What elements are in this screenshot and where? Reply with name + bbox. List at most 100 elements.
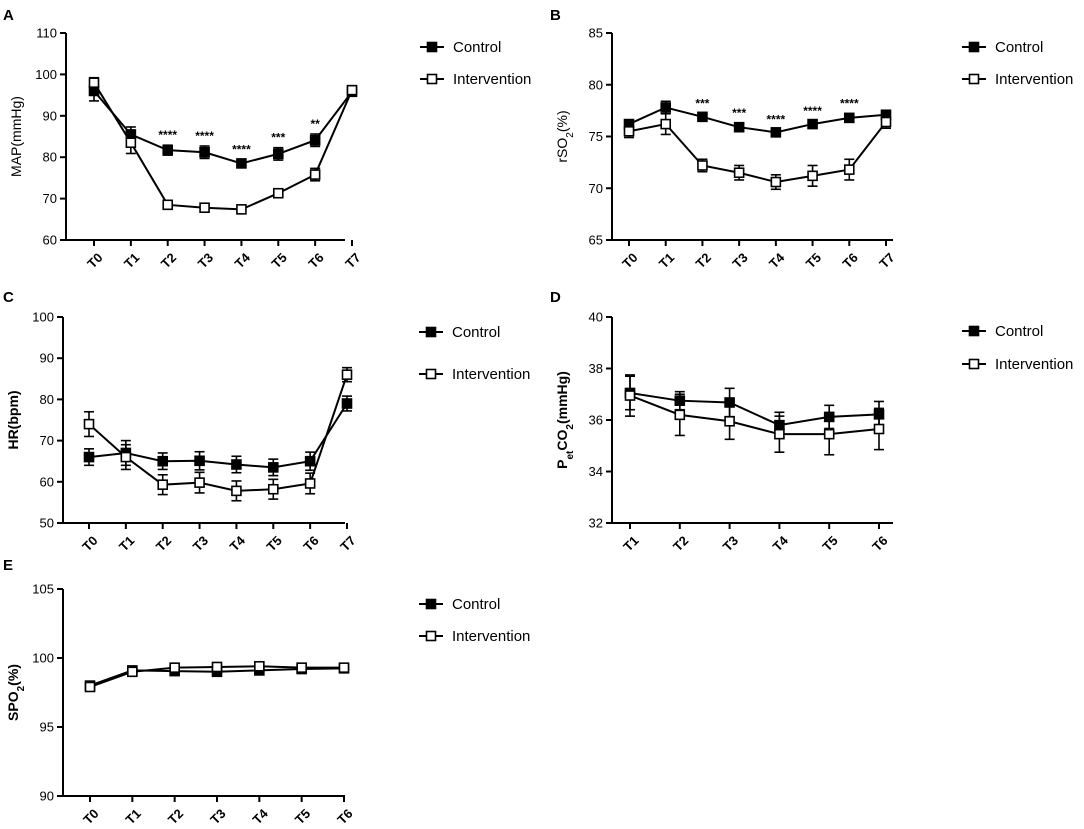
x-tick-label: T1 (116, 533, 137, 554)
y-tick-label: 105 (32, 582, 54, 597)
x-tick-label: T4 (770, 532, 792, 554)
legend: Control Intervention (962, 323, 1073, 373)
panel-e: E 90 95 100 105 T0 T1 T2 T3 T4 T5 T6 SPO2(%) Control I… (3, 557, 530, 827)
significance-marker: **** (803, 104, 822, 118)
series-intervention (623, 112, 892, 191)
x-tick-label: T1 (121, 250, 142, 271)
x-tick-label: T1 (123, 806, 144, 827)
data-point (309, 134, 321, 146)
significance-marker: **** (195, 129, 214, 143)
series-line (93, 82, 353, 211)
data-point (236, 204, 247, 215)
y-label-main: HR(bpm) (5, 390, 21, 449)
y-label-unit: (%) (554, 110, 570, 132)
y-tick-label: 70 (40, 433, 54, 448)
x-tick-label: T6 (840, 250, 861, 271)
data-point (194, 477, 205, 488)
legend-control-label: Control (995, 39, 1043, 56)
y-tick-label: 32 (589, 516, 603, 531)
series-line (628, 121, 887, 184)
y-tick-label: 70 (43, 191, 57, 206)
panel-c: C 50 60 70 80 90 100 T0 T1 T2 T3 T4 T5 T6 T7 HR(bpm) Con… (3, 289, 530, 554)
x-tick-label: T6 (869, 533, 890, 554)
data-point (346, 84, 358, 96)
data-point (157, 479, 169, 490)
x-tick-label: T4 (232, 249, 254, 271)
data-point (304, 478, 316, 489)
legend-intervention-label: Intervention (452, 366, 530, 383)
y-tick-label: 80 (589, 77, 603, 92)
legend-control-swatch-marker (425, 326, 437, 338)
data-point (157, 455, 169, 467)
y-label-sub: 2 (565, 132, 576, 138)
data-point (774, 428, 785, 440)
x-tick-label: T5 (264, 533, 285, 554)
panel-label: D (550, 289, 561, 306)
legend-control-label: Control (995, 323, 1043, 340)
panel-label: E (3, 557, 13, 574)
x-tick-label: T3 (729, 250, 750, 271)
data-point (724, 415, 735, 427)
data-point (309, 169, 321, 180)
panel-a: A 60 70 80 90 100 110 T0 T1 T2 T3 T4 T5 T6 T7 MAP(mmHg)… (3, 7, 531, 271)
y-axis-label: PetCO2(mmHg) (554, 371, 576, 469)
data-point (199, 146, 210, 158)
data-point (341, 398, 353, 409)
x-tick-label: T3 (720, 533, 741, 554)
x-tick-label: T3 (207, 806, 228, 827)
data-point (254, 660, 265, 672)
y-tick-label: 90 (40, 789, 54, 804)
y-tick-label: 60 (40, 474, 54, 489)
data-point (697, 160, 708, 171)
data-point (660, 118, 672, 130)
x-tick-label: T6 (305, 250, 326, 271)
y-tick-label: 100 (32, 651, 54, 666)
data-point (880, 116, 892, 128)
significance-marker: *** (271, 131, 285, 145)
legend-intervention-swatch-marker (426, 73, 438, 85)
data-point (83, 451, 95, 463)
data-point (843, 112, 855, 124)
data-point (770, 176, 782, 188)
y-tick-label: 38 (589, 361, 603, 376)
legend-intervention-swatch-marker (425, 630, 437, 642)
data-point (231, 485, 242, 497)
series-line (88, 374, 348, 492)
x-tick-label: T4 (227, 532, 249, 554)
x-tick-label: T6 (300, 533, 321, 554)
legend-intervention-label: Intervention (995, 71, 1073, 88)
series-control (623, 100, 892, 138)
significance-marker: *** (732, 106, 746, 120)
series-intervention (624, 374, 885, 456)
series-line (93, 90, 353, 165)
data-point (624, 390, 636, 401)
data-point (807, 170, 818, 182)
x-tick-label: T1 (620, 533, 641, 554)
y-label-sub-2: 2 (565, 424, 576, 430)
y-axis-label: HR(bpm) (5, 390, 21, 449)
x-tick-label: T6 (334, 806, 355, 827)
y-label-main-2: CO (554, 429, 570, 450)
legend-control-label: Control (452, 324, 500, 341)
x-tick-label: T0 (79, 533, 100, 554)
x-tick-label: T7 (876, 250, 897, 271)
legend: Control Intervention (962, 39, 1073, 88)
x-tick-label: T0 (619, 250, 640, 271)
data-point (267, 462, 279, 473)
data-point (733, 121, 745, 133)
data-point (660, 102, 672, 113)
y-label-main: rSO (554, 138, 570, 163)
series-line (629, 391, 880, 427)
legend: Control Intervention (419, 324, 530, 383)
x-tick-label: T5 (269, 250, 290, 271)
x-tick-label: T3 (190, 533, 211, 554)
y-label-main: SPO (5, 691, 21, 721)
data-point (84, 681, 96, 693)
data-point (733, 167, 745, 179)
x-tick-label: T1 (656, 250, 677, 271)
y-tick-label: 100 (32, 310, 54, 325)
data-point (674, 409, 686, 421)
y-tick-label: 110 (36, 26, 57, 41)
series-line (629, 394, 880, 436)
